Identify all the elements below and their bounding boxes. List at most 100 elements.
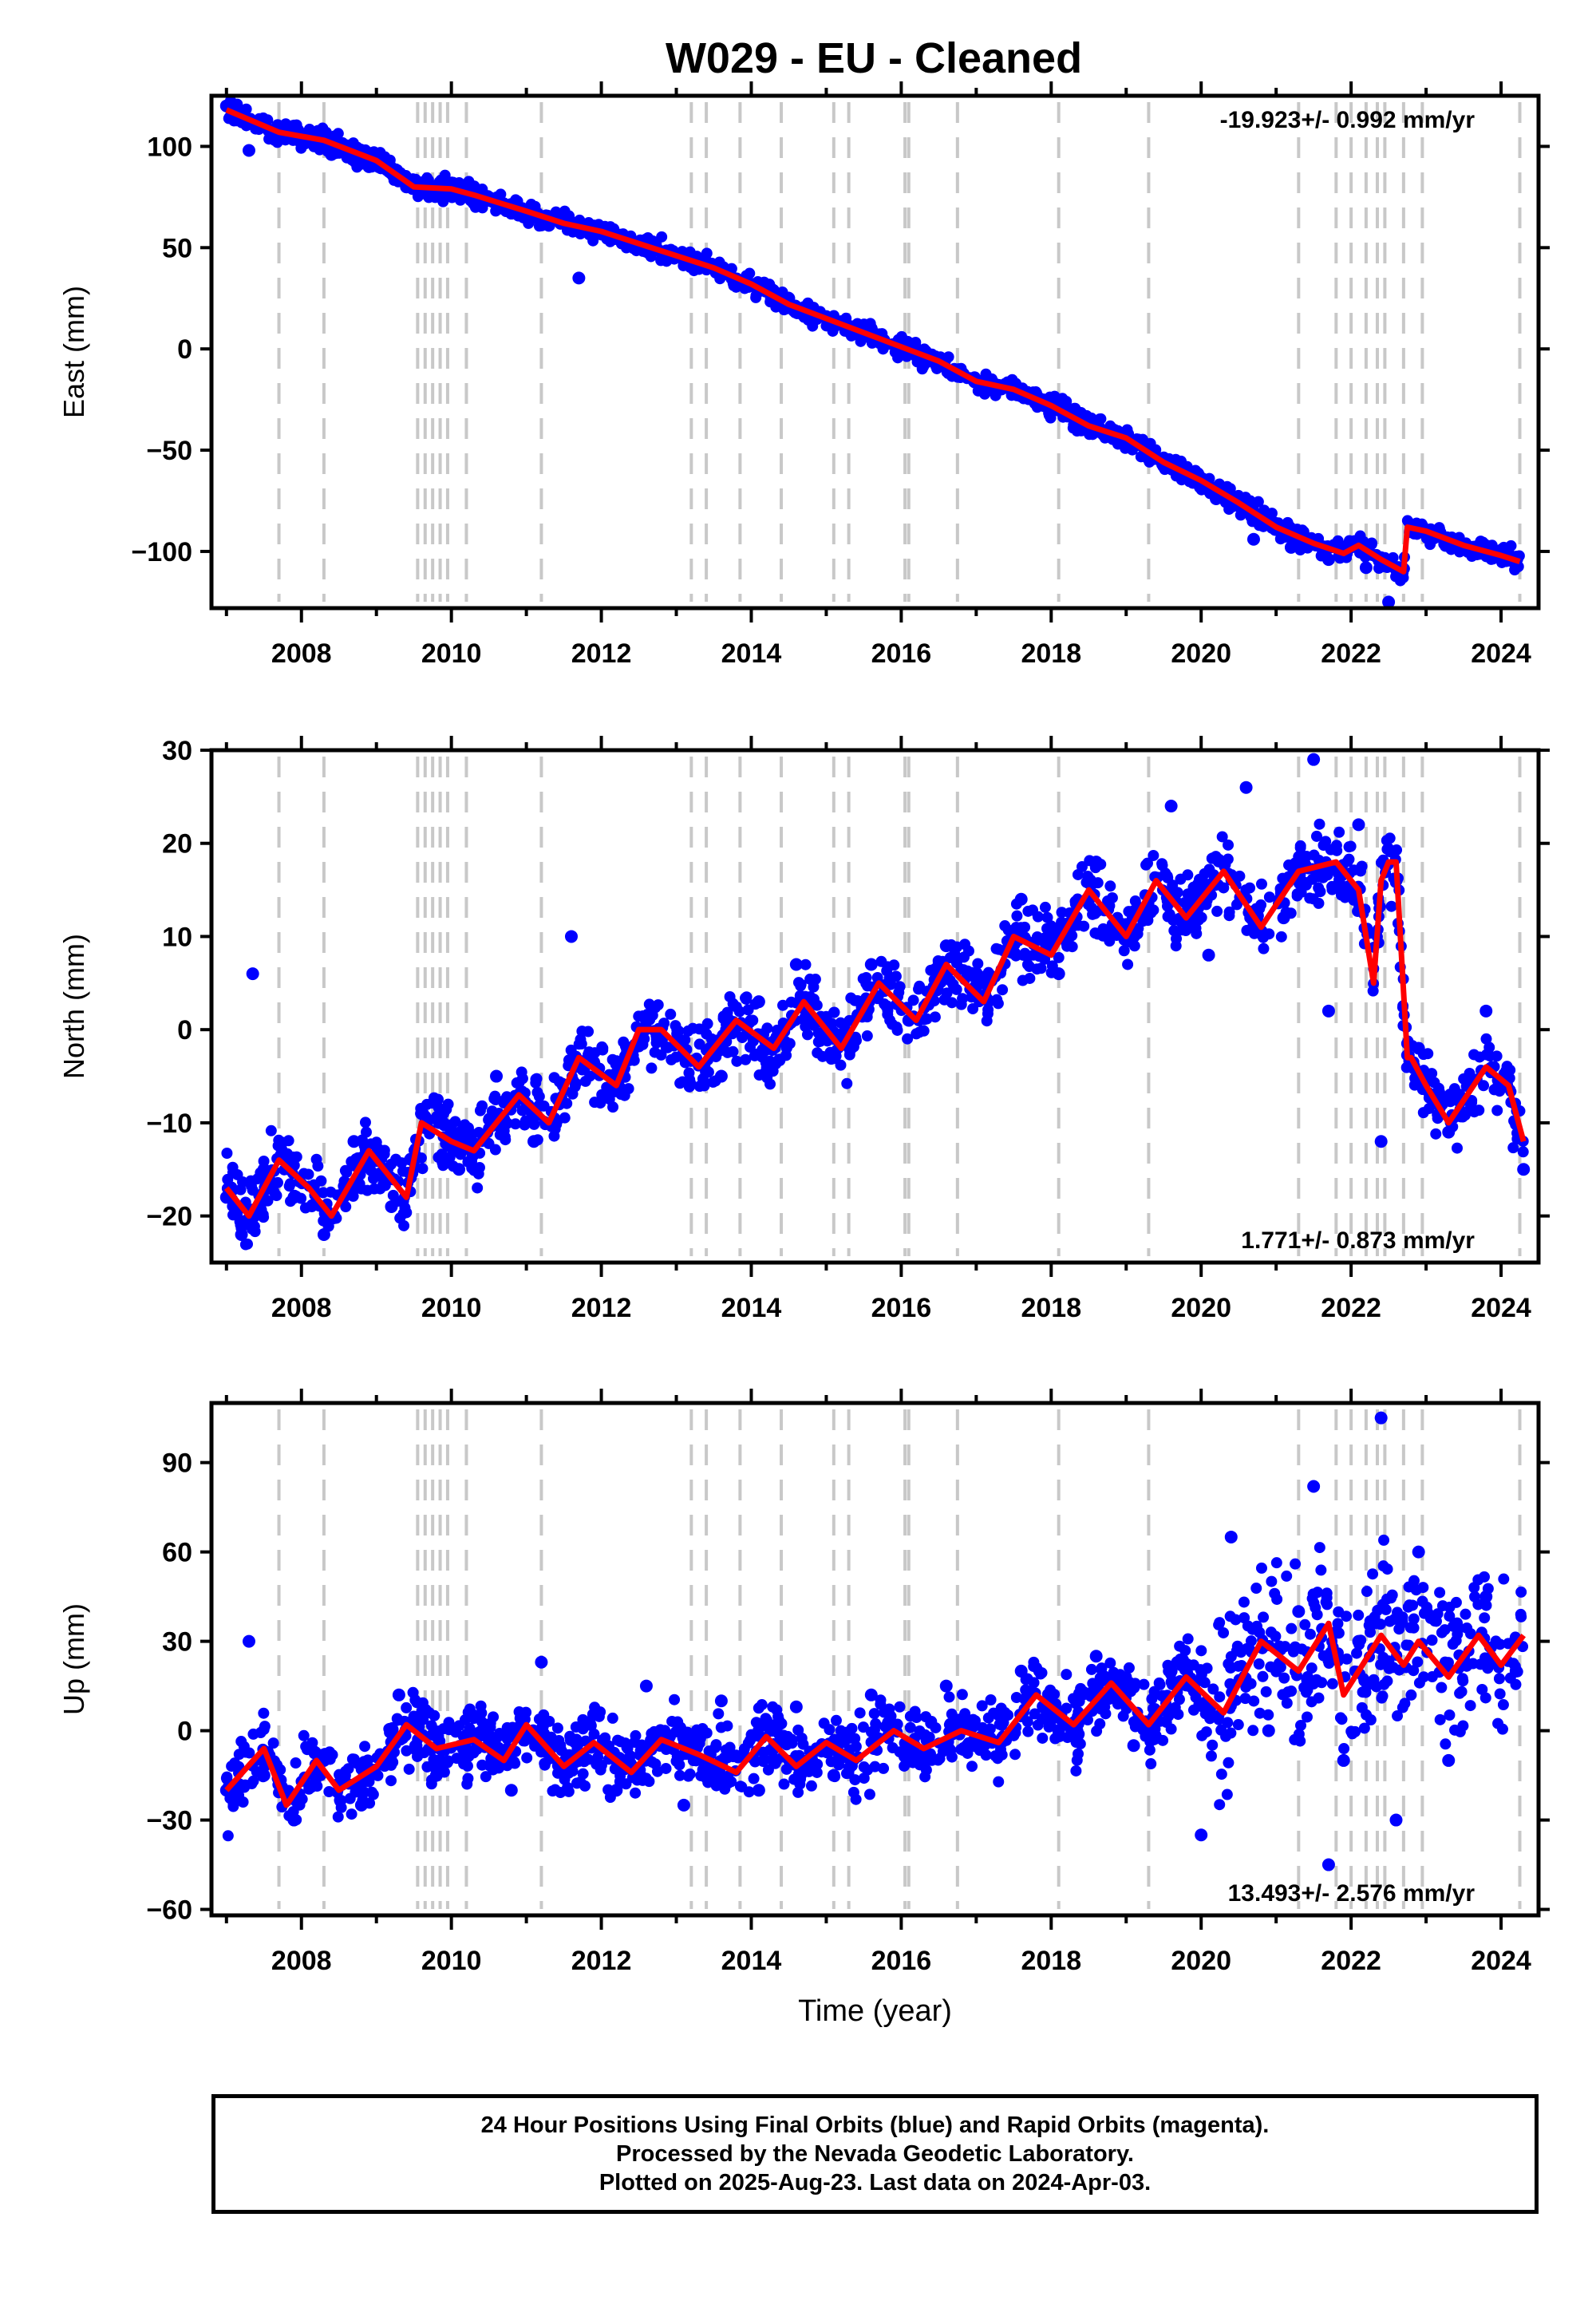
data-point — [1089, 1650, 1103, 1663]
y-tick-label: 0 — [177, 1717, 192, 1747]
data-point — [362, 160, 376, 173]
y-tick-label: 30 — [162, 736, 192, 766]
data-point — [452, 1163, 466, 1176]
data-point — [1337, 1753, 1350, 1767]
y-tick-label: 20 — [162, 829, 192, 860]
x-tick-label: 2008 — [271, 638, 332, 669]
data-point — [677, 1798, 690, 1812]
data-point — [1479, 1590, 1493, 1603]
data-point — [1292, 1605, 1306, 1618]
data-point — [714, 1069, 728, 1083]
data-point — [1277, 911, 1290, 925]
data-point — [902, 1753, 915, 1767]
data-point — [392, 1688, 405, 1701]
data-point — [1374, 1135, 1388, 1148]
y-tick-label: −50 — [146, 436, 192, 466]
chart-title: W029 - EU - Cleaned — [665, 34, 1083, 82]
x-tick-label: 2012 — [571, 1946, 632, 1976]
y-tick-label: 90 — [162, 1448, 192, 1479]
data-point — [257, 1769, 271, 1782]
data-point — [429, 1769, 443, 1782]
plot-frame — [209, 93, 1541, 611]
data-point — [415, 1107, 429, 1120]
footer-line-2: Processed by the Nevada Geodetic Laborat… — [616, 2141, 1134, 2167]
plot-frame — [209, 1401, 1541, 1918]
data-point — [564, 930, 578, 943]
footer-box: 24 Hour Positions Using Final Orbits (bl… — [211, 2094, 1539, 2214]
data-point — [1224, 1530, 1238, 1543]
x-tick-label: 2014 — [721, 638, 782, 669]
x-tick-label: 2014 — [721, 1293, 782, 1323]
data-point — [325, 148, 338, 161]
data-point — [1442, 1753, 1456, 1767]
y-tick-label: −30 — [146, 1806, 192, 1836]
x-tick-label: 2008 — [271, 1946, 332, 1976]
data-point — [752, 995, 765, 1009]
data-point — [467, 1709, 480, 1722]
data-point — [1074, 423, 1088, 437]
data-point — [1321, 1858, 1335, 1871]
model-line — [224, 859, 1527, 1219]
data-point — [977, 976, 990, 990]
model-line — [224, 1620, 1527, 1808]
data-point — [385, 1199, 398, 1213]
x-tick-label: 2018 — [1021, 1293, 1081, 1323]
data-point — [827, 1051, 840, 1065]
observation-cloud — [220, 1534, 1529, 1842]
data-point — [1164, 1664, 1178, 1678]
x-tick-label: 2024 — [1471, 1293, 1531, 1323]
x-tick-label: 2020 — [1171, 1293, 1231, 1323]
data-point — [864, 1688, 878, 1701]
data-point — [602, 1088, 615, 1101]
y-axis-label: Up (mm) — [57, 1603, 90, 1715]
data-point — [242, 144, 255, 157]
data-point — [1382, 595, 1396, 609]
data-point — [1262, 1724, 1275, 1737]
data-point — [714, 1694, 728, 1708]
y-tick-label: 0 — [177, 334, 192, 365]
data-point — [1089, 856, 1103, 869]
data-point — [864, 958, 878, 971]
x-tick-label: 2024 — [1471, 1946, 1531, 1976]
data-point — [1352, 818, 1365, 832]
data-point — [1374, 1411, 1388, 1425]
y-tick-label: −10 — [146, 1109, 192, 1139]
rate-label: 1.771+/- 0.873 mm/yr — [1241, 1227, 1475, 1254]
footer-line-3: Plotted on 2025-Aug-23. Last data on 202… — [598, 2170, 1152, 2195]
x-tick-label: 2012 — [571, 1293, 632, 1323]
x-tick-label: 2016 — [871, 1946, 932, 1976]
y-axis-label: North (mm) — [57, 934, 90, 1079]
data-point — [317, 1227, 330, 1241]
x-tick-label: 2022 — [1321, 638, 1381, 669]
data-point — [789, 1700, 803, 1713]
x-tick-label: 2020 — [1171, 1946, 1231, 1976]
data-point — [1307, 753, 1321, 766]
data-point — [1052, 1724, 1065, 1737]
data-point — [1509, 1664, 1523, 1678]
x-tick-label: 2008 — [271, 1293, 332, 1323]
data-point — [1195, 1828, 1208, 1842]
data-point — [490, 1069, 504, 1083]
x-tick-label: 2012 — [571, 638, 632, 669]
y-tick-label: −60 — [146, 1895, 192, 1926]
data-point — [610, 1784, 623, 1797]
data-point — [572, 271, 586, 285]
data-point — [939, 1679, 953, 1693]
data-point — [347, 1135, 361, 1148]
data-point — [1246, 532, 1260, 546]
footer-line-1: 24 Hour Positions Using Final Orbits (bl… — [480, 2112, 1270, 2138]
data-point — [1127, 1739, 1140, 1753]
rate-label: 13.493+/- 2.576 mm/yr — [1228, 1880, 1476, 1907]
x-tick-label: 2022 — [1321, 1293, 1381, 1323]
observation-cloud-path — [221, 95, 1525, 587]
data-point — [1517, 1163, 1531, 1176]
y-tick-label: 0 — [177, 1015, 192, 1045]
data-point — [235, 1227, 248, 1241]
data-point — [752, 1784, 765, 1797]
data-point — [939, 939, 953, 953]
data-point — [1307, 1480, 1321, 1493]
data-point — [1352, 1634, 1365, 1648]
data-point — [527, 1135, 541, 1148]
data-point — [287, 1191, 301, 1204]
